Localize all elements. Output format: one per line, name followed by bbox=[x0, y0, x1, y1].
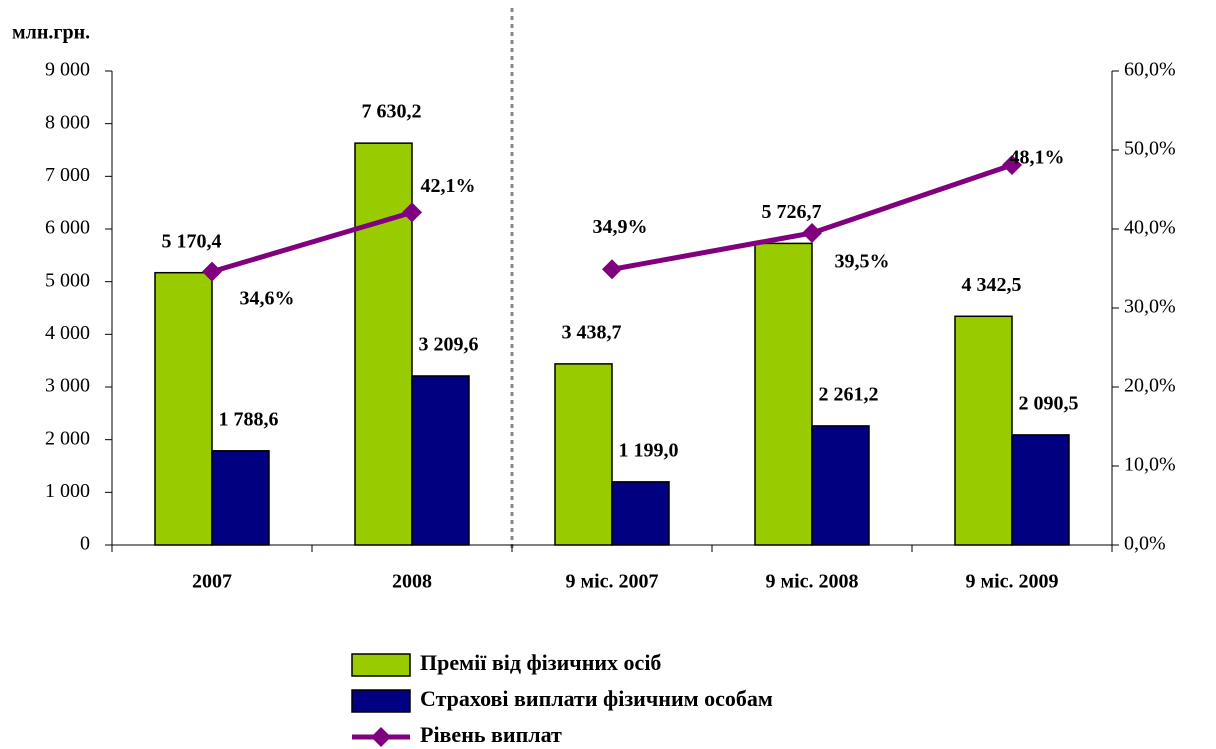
bar bbox=[811, 425, 870, 546]
y-tick-label: 9 000 bbox=[45, 59, 90, 81]
x-tick-label: 9 міс. 2007 bbox=[565, 571, 658, 593]
legend-label: Рівень виплат bbox=[420, 722, 562, 747]
marker bbox=[802, 222, 822, 243]
data-label: 5 726,7 bbox=[762, 201, 822, 223]
y-tick-label: 2 000 bbox=[45, 427, 90, 449]
bar bbox=[554, 363, 613, 546]
x-tick-label: 9 міс. 2008 bbox=[765, 571, 858, 593]
marker bbox=[602, 259, 622, 280]
y-tick-label: 4 000 bbox=[45, 322, 90, 344]
y-tick-label: 1 000 bbox=[45, 480, 90, 502]
y2-tick-label: 30,0% bbox=[1124, 296, 1176, 318]
y2-tick-label: 10,0% bbox=[1124, 454, 1176, 476]
marker bbox=[202, 261, 222, 282]
y-tick-label: 0 bbox=[80, 533, 90, 555]
data-label: 42,1% bbox=[421, 175, 476, 197]
legend-marker bbox=[371, 727, 391, 747]
data-label: 1 199,0 bbox=[619, 439, 679, 461]
marker bbox=[1002, 155, 1022, 176]
y2-tick-label: 0,0% bbox=[1124, 533, 1166, 555]
y2-tick-label: 60,0% bbox=[1124, 59, 1176, 81]
data-label: 39,5% bbox=[835, 251, 890, 273]
data-label: 34,9% bbox=[593, 216, 648, 238]
bar bbox=[754, 242, 813, 546]
y2-tick-label: 40,0% bbox=[1124, 217, 1176, 239]
legend-swatch bbox=[351, 689, 411, 713]
bar bbox=[411, 375, 470, 546]
x-tick-label: 2008 bbox=[392, 571, 432, 593]
bar bbox=[954, 315, 1013, 546]
marker bbox=[402, 202, 422, 223]
legend-swatch bbox=[351, 653, 411, 677]
y2-tick-label: 20,0% bbox=[1124, 375, 1176, 397]
data-label: 48,1% bbox=[1010, 147, 1065, 169]
data-label: 34,6% bbox=[240, 287, 295, 309]
bar bbox=[1011, 434, 1070, 546]
y-tick-label: 8 000 bbox=[45, 111, 90, 133]
data-label: 4 342,5 bbox=[962, 274, 1022, 296]
data-label: 1 788,6 bbox=[219, 408, 279, 430]
bar bbox=[211, 450, 270, 546]
data-label: 5 170,4 bbox=[162, 230, 222, 252]
data-label: 2 261,2 bbox=[819, 384, 879, 406]
y-axis-label: млн.грн. bbox=[12, 22, 90, 44]
x-tick-label: 2007 bbox=[192, 571, 232, 593]
bar bbox=[154, 271, 213, 546]
data-label: 7 630,2 bbox=[362, 101, 422, 123]
y-tick-label: 7 000 bbox=[45, 164, 90, 186]
data-label: 3 209,6 bbox=[419, 334, 479, 356]
y-tick-label: 3 000 bbox=[45, 375, 90, 397]
y2-tick-label: 50,0% bbox=[1124, 138, 1176, 160]
line bbox=[211, 210, 413, 275]
legend-label: Премії від фізичних осіб bbox=[420, 650, 661, 675]
data-label: 2 090,5 bbox=[1019, 392, 1079, 414]
bar bbox=[611, 481, 670, 546]
x-tick-label: 9 міс. 2009 bbox=[965, 571, 1058, 593]
y-tick-label: 6 000 bbox=[45, 217, 90, 239]
data-label: 3 438,7 bbox=[562, 321, 622, 343]
bar bbox=[354, 142, 413, 546]
y-tick-label: 5 000 bbox=[45, 269, 90, 291]
legend-label: Страхові виплати фізичним особам bbox=[420, 686, 773, 711]
